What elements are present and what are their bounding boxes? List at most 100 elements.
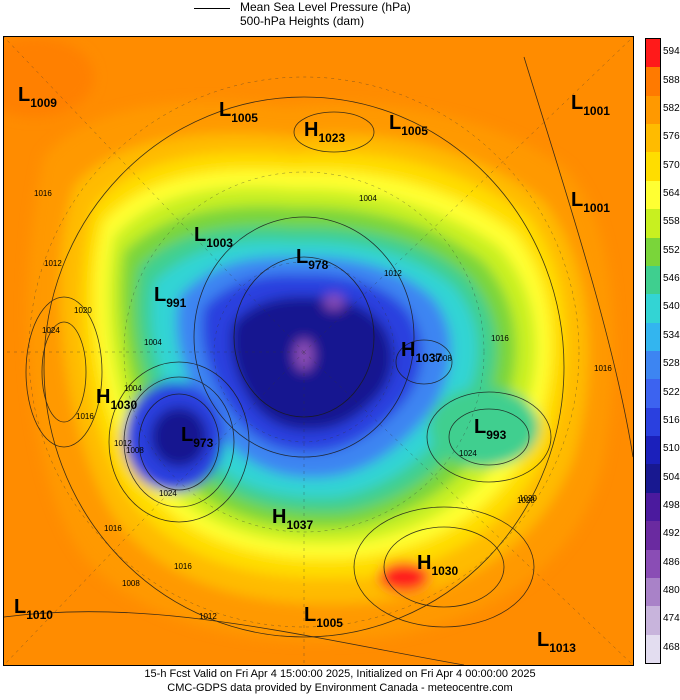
height-core-east	[429, 387, 539, 467]
height-ridge-red	[379, 562, 429, 592]
isobar	[448, 408, 530, 466]
height-colorbar	[645, 38, 661, 664]
low-pressure-center: L1001	[571, 189, 610, 215]
colorbar-cell	[646, 634, 660, 664]
colorbar-label: 534	[663, 329, 680, 341]
isobar	[293, 111, 375, 153]
isobar-value-label: 1008	[126, 446, 144, 455]
legend-line-sample	[194, 8, 230, 9]
colorbar-cell	[646, 95, 660, 125]
isobar-value-label: 1016	[491, 334, 509, 343]
colorbar-label: 498	[663, 500, 680, 511]
low-pressure-center: L978	[296, 246, 329, 272]
height-core-purple-2	[324, 294, 344, 310]
colorbar-cell	[646, 209, 660, 239]
colorbar-cell	[646, 180, 660, 210]
isobar	[41, 321, 87, 423]
colorbar-cell	[646, 492, 660, 522]
colorbar-cell	[646, 351, 660, 380]
isobar-value-label: 1016	[174, 562, 192, 571]
height-band-588-nw	[4, 37, 94, 117]
isobar	[353, 506, 535, 628]
colorbar-label: 564	[663, 188, 680, 199]
low-pressure-center: L1003	[194, 224, 233, 250]
isobar-value-label: 1004	[124, 384, 142, 393]
colorbar-label: 594	[663, 46, 680, 58]
colorbar-label: 546	[663, 273, 680, 285]
colorbar-cell	[646, 67, 660, 97]
colorbar-cell	[646, 39, 660, 68]
latitude-line	[123, 171, 485, 533]
longitude-line	[4, 37, 305, 353]
colorbar-cell	[646, 407, 660, 437]
isobar-value-label: 1024	[159, 489, 177, 498]
colorbar-label: 486	[663, 556, 680, 568]
colorbar-cell	[646, 577, 660, 607]
isobar-value-label: 1016	[104, 524, 122, 533]
isobar-value-label: 1004	[359, 194, 377, 203]
isobar	[523, 56, 633, 458]
low-pressure-center: L993	[474, 416, 507, 442]
isobar	[383, 526, 505, 608]
longitude-line	[303, 37, 633, 353]
height-core-west-inner	[151, 407, 207, 467]
colorbar-label: 504	[663, 471, 680, 483]
data-credit-text: CMC-GDPS data provided by Environment Ca…	[167, 682, 513, 694]
colorbar-label: 576	[663, 131, 680, 143]
isobar-value-label: 1016	[76, 412, 94, 421]
isobar	[43, 96, 565, 638]
colorbar-cell	[646, 606, 660, 636]
isobar-value-label: 1008	[434, 354, 452, 363]
chart-legend: Mean Sea Level Pressure (hPa) 500-hPa He…	[190, 0, 490, 30]
weather-map: 1016101210201024101610121008100410041008…	[4, 37, 633, 665]
colorbar-label: 528	[663, 358, 680, 370]
colorbar-cell	[646, 294, 660, 324]
colorbar-label: 480	[663, 585, 680, 597]
footer: 15-h Fcst Valid on Fri Apr 4 15:00:00 20…	[0, 667, 680, 695]
isobar-value-label: 1020	[74, 306, 92, 315]
isobar	[426, 391, 552, 483]
colorbar-label: 570	[663, 159, 680, 171]
colorbar-label: 468	[663, 641, 680, 653]
height-fill-layers	[4, 37, 614, 642]
colorbar-cell	[646, 124, 660, 153]
low-pressure-center: L1001	[571, 92, 610, 118]
isobar-value-label: 1024	[42, 326, 60, 335]
isobar-value-label: 1024	[459, 449, 477, 458]
high-pressure-center: H1030	[417, 552, 458, 578]
low-pressure-center: L1010	[14, 596, 53, 622]
colorbar-label: 582	[663, 102, 680, 114]
isobar	[395, 339, 453, 385]
colorbar-label: 558	[663, 216, 680, 228]
colorbar-label: 552	[663, 244, 680, 256]
colorbar-label: 492	[663, 528, 680, 540]
colorbar-cell	[646, 237, 660, 267]
isobar	[108, 361, 250, 523]
low-pressure-center: L1009	[18, 84, 57, 110]
low-pressure-center: L1005	[304, 604, 343, 630]
high-pressure-center: H1037	[401, 339, 442, 365]
isobar-value-label: 1004	[144, 338, 162, 347]
low-pressure-center: L1005	[389, 112, 428, 138]
colorbar-cell	[646, 521, 660, 551]
high-pressure-center: H1037	[272, 506, 313, 532]
low-pressure-center: L1013	[537, 629, 576, 655]
colorbar-cell	[646, 379, 660, 409]
isobar-value-label: 1012	[114, 439, 132, 448]
map-frame: 1016 1012 1020 1024 1016 1012 1008 1004 1004 1008…	[3, 36, 634, 666]
lat-lon-grid	[4, 37, 633, 665]
high-pressure-center: H1030	[96, 386, 137, 412]
isobar	[25, 296, 103, 448]
isobar-value-label: 1012	[384, 269, 402, 278]
isobar	[4, 611, 465, 665]
colorbar-cell	[646, 322, 660, 352]
longitude-line	[303, 351, 633, 665]
isobar	[123, 376, 235, 508]
legend-mslp-label: Mean Sea Level Pressure (hPa)	[240, 0, 411, 14]
isobar-value-label: 1016	[34, 189, 52, 198]
colorbar-cell	[646, 265, 660, 295]
isobar-value-label: 1008	[122, 579, 140, 588]
high-pressure-center: H1023	[304, 119, 345, 145]
isobar-value-label: 1028	[517, 496, 535, 505]
colorbar-label: 510	[663, 443, 680, 455]
